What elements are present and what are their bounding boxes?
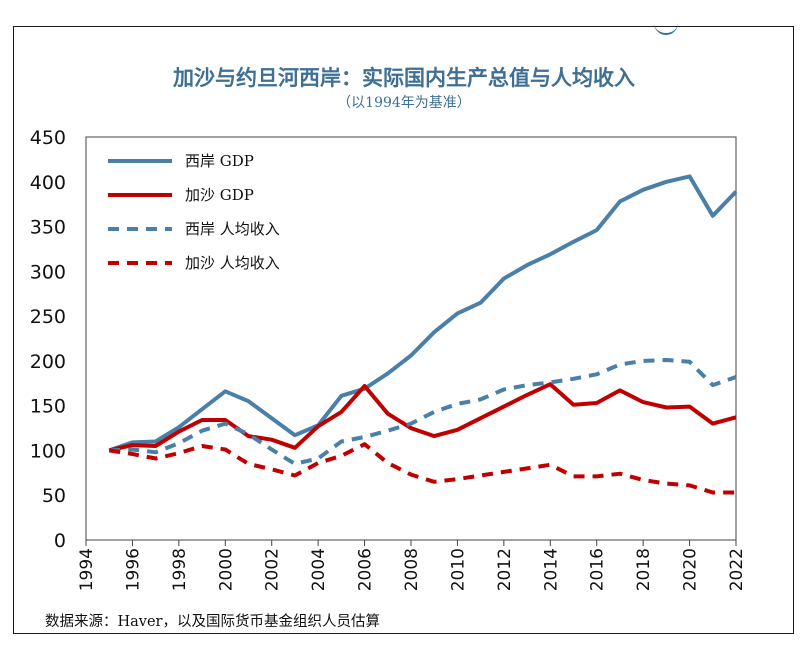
x-tick-label: 2014 (541, 548, 561, 591)
series-line-3 (109, 358, 737, 466)
chart-title: 加沙与约旦河西岸：实际国内生产总值与人均收入 (173, 65, 635, 90)
y-tick-label: 50 (42, 485, 66, 507)
x-tick-label: 2012 (495, 548, 515, 591)
series-line-4 (108, 442, 736, 495)
y-tick-label: 0 (54, 530, 66, 552)
x-tick-label: 2006 (356, 548, 376, 591)
x-tick-label: 1996 (123, 548, 143, 591)
legend-label: 西岸 GDP (185, 152, 254, 170)
legend-label: 西岸 人均收入 (185, 220, 280, 238)
x-tick-label: 1998 (170, 548, 190, 591)
x-tick-label: 2000 (216, 548, 236, 591)
x-tick-label: 2018 (634, 548, 654, 591)
y-tick-label: 350 (30, 217, 66, 239)
series-line-2 (108, 382, 737, 453)
y-tick-label: 450 (30, 127, 66, 149)
legend-label: 加沙 人均收入 (185, 254, 280, 272)
y-tick-label: 150 (30, 396, 66, 418)
y-tick-label: 250 (30, 306, 66, 328)
chart-frame (13, 26, 794, 634)
x-tick-label: 2016 (588, 548, 608, 591)
x-tick-label: 2004 (309, 548, 329, 591)
x-tick-label: 1994 (77, 548, 97, 591)
y-tick-label: 400 (30, 172, 66, 194)
y-tick-label: 200 (30, 351, 66, 373)
x-tick-label: 2020 (681, 548, 701, 591)
x-tick-label: 2010 (448, 548, 468, 591)
logo-arc-icon (654, 21, 678, 35)
legend-label: 加沙 GDP (185, 186, 254, 204)
x-tick-label: 2022 (727, 548, 747, 591)
plot-area (85, 136, 737, 541)
x-tick-label: 2002 (263, 548, 283, 591)
x-tick-label: 2008 (402, 548, 422, 591)
y-tick-label: 300 (30, 261, 66, 283)
source-note: 数据来源：Haver，以及国际货币基金组织人员估算 (45, 614, 380, 630)
y-tick-label: 100 (30, 440, 66, 462)
chart-subtitle: （以1994年为基准） (337, 95, 471, 111)
series-line-1 (108, 174, 738, 453)
